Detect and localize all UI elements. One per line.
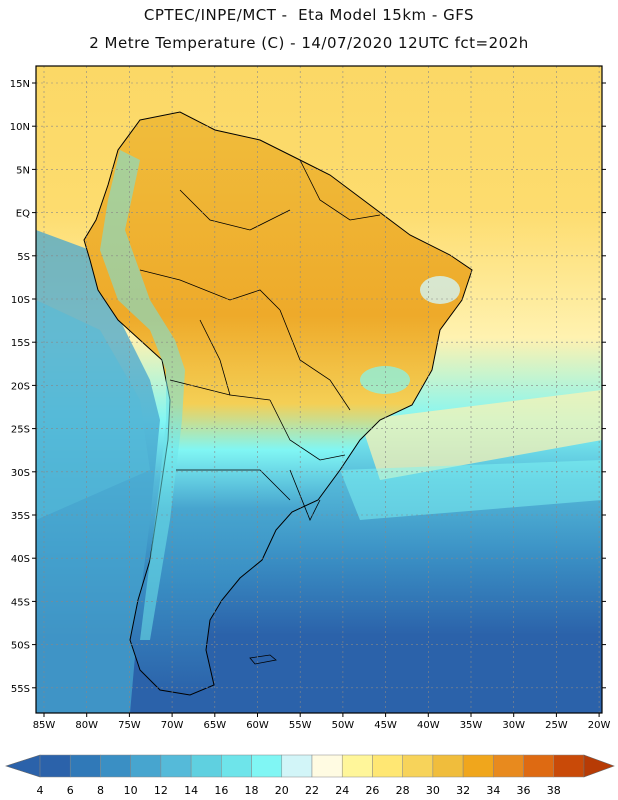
colorbar-label: 18 <box>245 784 259 797</box>
colorbar-label: 14 <box>184 784 198 797</box>
latitude-label: 20S <box>11 381 30 392</box>
map-gridlines <box>36 66 602 713</box>
colorbar-label: 32 <box>456 784 470 797</box>
map-field <box>36 66 602 713</box>
colorbar-label: 38 <box>547 784 561 797</box>
colorbar-swatch <box>432 754 464 778</box>
colorbar-swatch <box>69 754 101 778</box>
colorbar-label: 10 <box>124 784 138 797</box>
colorbar-label: 20 <box>275 784 289 797</box>
colorbar-label: 16 <box>214 784 228 797</box>
map-title-line-1: CPTEC/INPE/MCT - Eta Model 15km - GFS <box>143 6 475 24</box>
longitude-label: 75W <box>118 720 141 731</box>
colorbar-label: 28 <box>396 784 410 797</box>
colorbar-label: 12 <box>154 784 168 797</box>
colorbar-swatch <box>553 754 585 778</box>
longitude-label: 50W <box>332 720 355 731</box>
colorbar-label: 8 <box>97 784 104 797</box>
colorbar-label: 4 <box>37 784 44 797</box>
latitude-label: 15S <box>11 338 30 349</box>
latitude-label: 15N <box>10 79 30 90</box>
longitude-label: 35W <box>460 720 483 731</box>
temperature-map: 15N 10N 5N EQ 5S 10S 15S 20S 25S 30S 35S 40S 45S 50S 5… <box>10 65 611 731</box>
latitude-label: 55S <box>11 684 30 695</box>
colorbar-swatch <box>281 754 313 778</box>
latitude-label: 45S <box>11 597 30 608</box>
colorbar-swatch <box>100 754 131 778</box>
latitude-labels: 15N 10N 5N EQ 5S 10S 15S 20S 25S 30S 35S 40S 45S 50S 5… <box>10 79 30 695</box>
longitude-label: 65W <box>203 720 226 731</box>
colorbar-label: 36 <box>517 784 531 797</box>
colorbar-label: 30 <box>426 784 440 797</box>
longitude-labels: 85W 80W 75W 70W 65W 60W 55W 50W 45W 40W 35W 30W 25W 2… <box>33 720 611 731</box>
latitude-label: 35S <box>11 511 30 522</box>
colorbar-label: 6 <box>67 784 74 797</box>
longitude-label: 25W <box>545 720 568 731</box>
colorbar-label: 22 <box>305 784 319 797</box>
colorbar-over-arrow <box>583 754 615 778</box>
colorbar-swatch <box>130 754 162 778</box>
latitude-label: 5N <box>16 165 30 176</box>
latitude-label: 10N <box>10 122 30 133</box>
longitude-label: 55W <box>289 720 312 731</box>
latitude-label: 5S <box>17 252 30 263</box>
colorbar-swatch <box>462 754 494 778</box>
latitude-label: EQ <box>16 209 30 220</box>
longitude-label: 60W <box>246 720 269 731</box>
south-america-land <box>83 111 473 696</box>
colorbar-label: 26 <box>365 784 379 797</box>
longitude-label: 45W <box>374 720 397 731</box>
colorbar-swatch <box>402 754 434 778</box>
longitude-label: 20W <box>588 720 611 731</box>
colorbar-swatch <box>160 754 192 778</box>
colorbar-label: 34 <box>486 784 500 797</box>
longitude-label: 30W <box>502 720 525 731</box>
colorbar-label: 24 <box>335 784 349 797</box>
colorbar-swatch <box>493 754 524 778</box>
latitude-label: 30S <box>11 468 30 479</box>
latitude-label: 50S <box>11 641 30 652</box>
temperature-colorbar: 4 6 8 10 12 14 16 18 20 22 24 26 28 30 32 34 36 38 <box>5 754 615 797</box>
longitude-label: 40W <box>417 720 440 731</box>
colorbar-swatch <box>39 754 71 778</box>
longitude-label: 70W <box>161 720 184 731</box>
latitude-label: 40S <box>11 554 30 565</box>
colorbar-swatch <box>251 754 283 778</box>
colorbar-swatch <box>372 754 403 778</box>
longitude-label: 85W <box>33 720 56 731</box>
colorbar-swatch <box>311 754 343 778</box>
latitude-label: 25S <box>11 425 30 436</box>
colorbar-swatch <box>190 754 222 778</box>
colorbar-swatch <box>341 754 373 778</box>
longitude-label: 80W <box>75 720 98 731</box>
colorbar-swatch <box>221 754 252 778</box>
map-frame <box>35 65 603 714</box>
colorbar-swatch <box>523 754 555 778</box>
colorbar-under-arrow <box>5 754 41 778</box>
axis-ticks <box>32 82 606 717</box>
latitude-label: 10S <box>11 295 30 306</box>
map-title-line-2: 2 Metre Temperature (C) - 14/07/2020 12U… <box>89 34 529 52</box>
